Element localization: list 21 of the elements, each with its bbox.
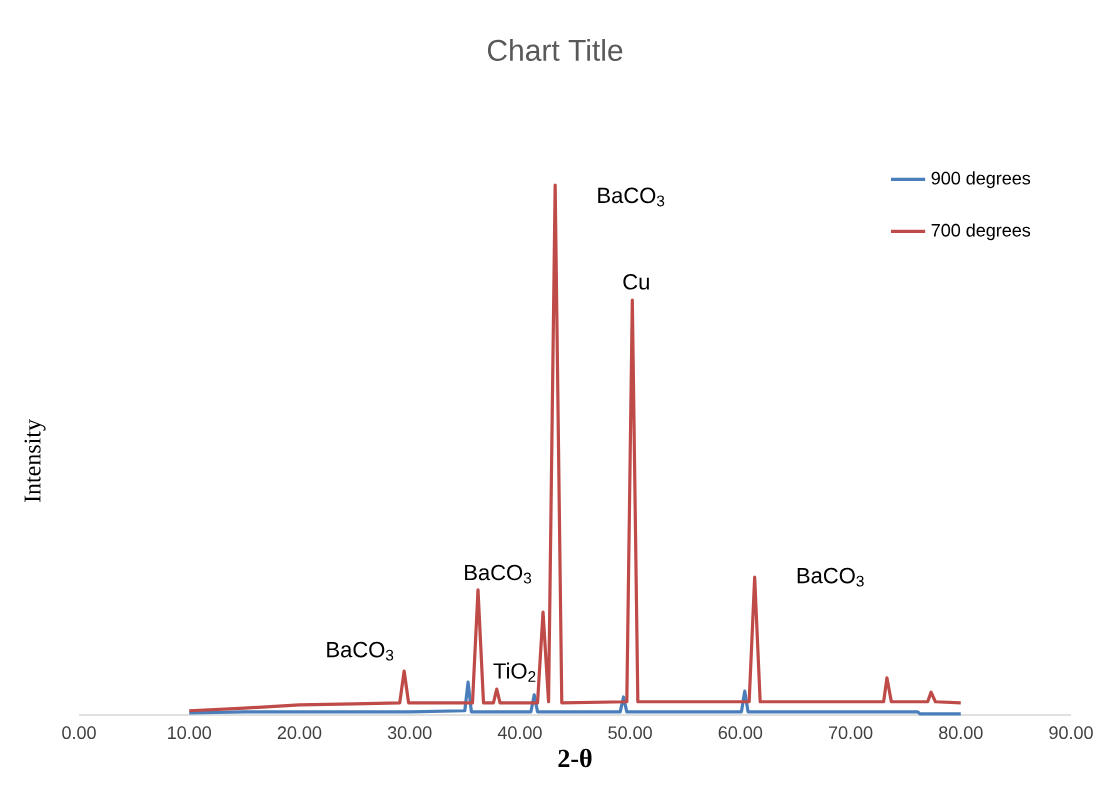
annotation: BaCO$_{3}$ <box>327 641 394 661</box>
x-tick-label: 60.00 <box>718 726 763 740</box>
x-tick-label: 40.00 <box>497 726 542 740</box>
x-tick-label: 0.00 <box>62 726 96 740</box>
chart-title: Chart Title <box>487 38 623 61</box>
x-tick-label: 80.00 <box>939 726 983 740</box>
annotation: BaCO$_{3}$ <box>598 187 665 207</box>
x-tick-label: 20.00 <box>277 726 322 740</box>
annotation: Cu <box>623 274 649 290</box>
x-axis-title: 2-θ <box>558 748 592 768</box>
legend-label: 900 degrees <box>931 171 1031 189</box>
x-tick-label: 90.00 <box>1049 726 1093 740</box>
x-tick-label: 70.00 <box>828 726 873 740</box>
annotation: TiO$_{2}$ <box>493 662 536 682</box>
x-tick-label: 50.00 <box>608 726 652 740</box>
x-tick-label: 30.00 <box>387 726 432 740</box>
legend-label: 700 degrees <box>931 223 1031 241</box>
x-tick-label: 10.00 <box>168 726 212 740</box>
y-axis-title: Intensity <box>24 419 46 503</box>
annotation: BaCO$_{3}$ <box>797 567 864 587</box>
annotation: BaCO$_{3}$ <box>465 564 532 584</box>
